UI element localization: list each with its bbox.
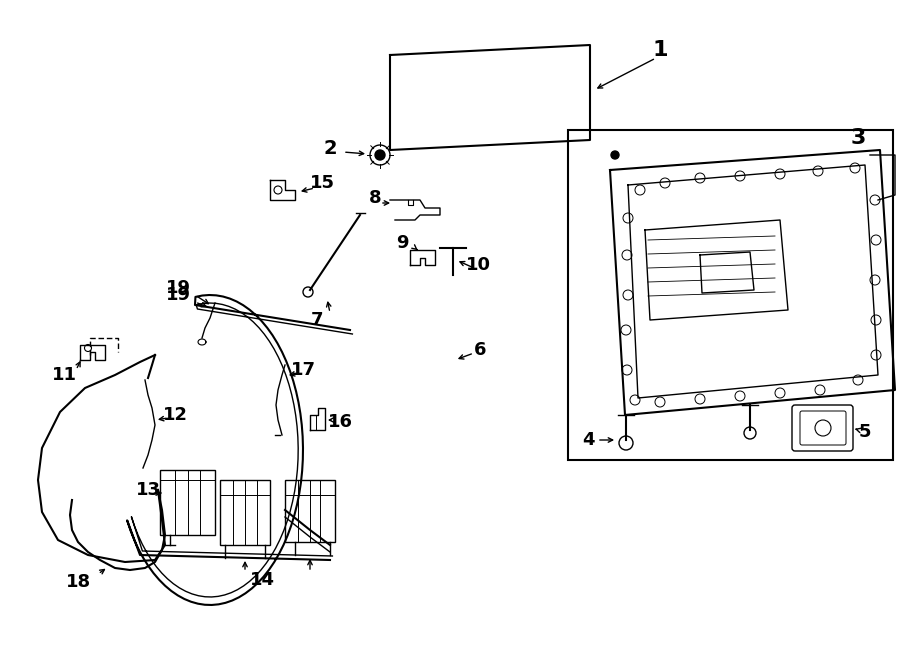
Text: 1: 1	[652, 40, 668, 60]
Text: 13: 13	[136, 481, 160, 499]
Text: 15: 15	[310, 174, 335, 192]
Circle shape	[611, 151, 619, 159]
Text: 16: 16	[328, 413, 353, 431]
Text: 5: 5	[859, 423, 871, 441]
Text: 7: 7	[310, 311, 323, 329]
Text: 14: 14	[249, 571, 274, 589]
Bar	[160, 470, 215, 535]
Text: 10: 10	[465, 256, 491, 274]
Text: 12: 12	[163, 406, 187, 424]
Circle shape	[375, 150, 385, 160]
Text: 8: 8	[369, 189, 382, 207]
Text: 4: 4	[581, 431, 594, 449]
FancyBboxPatch shape	[792, 405, 853, 451]
Text: 3: 3	[850, 128, 866, 148]
Text: 2: 2	[323, 139, 337, 157]
Bar	[220, 480, 270, 545]
Text: 18: 18	[66, 573, 91, 591]
Bar	[568, 130, 893, 460]
Bar	[285, 480, 335, 542]
Text: 11: 11	[51, 366, 76, 384]
Text: 19: 19	[166, 286, 191, 304]
FancyBboxPatch shape	[800, 411, 846, 445]
Text: 6: 6	[473, 341, 486, 359]
Text: 17: 17	[291, 361, 316, 379]
Text: 9: 9	[396, 234, 409, 252]
Text: 19: 19	[166, 279, 191, 297]
